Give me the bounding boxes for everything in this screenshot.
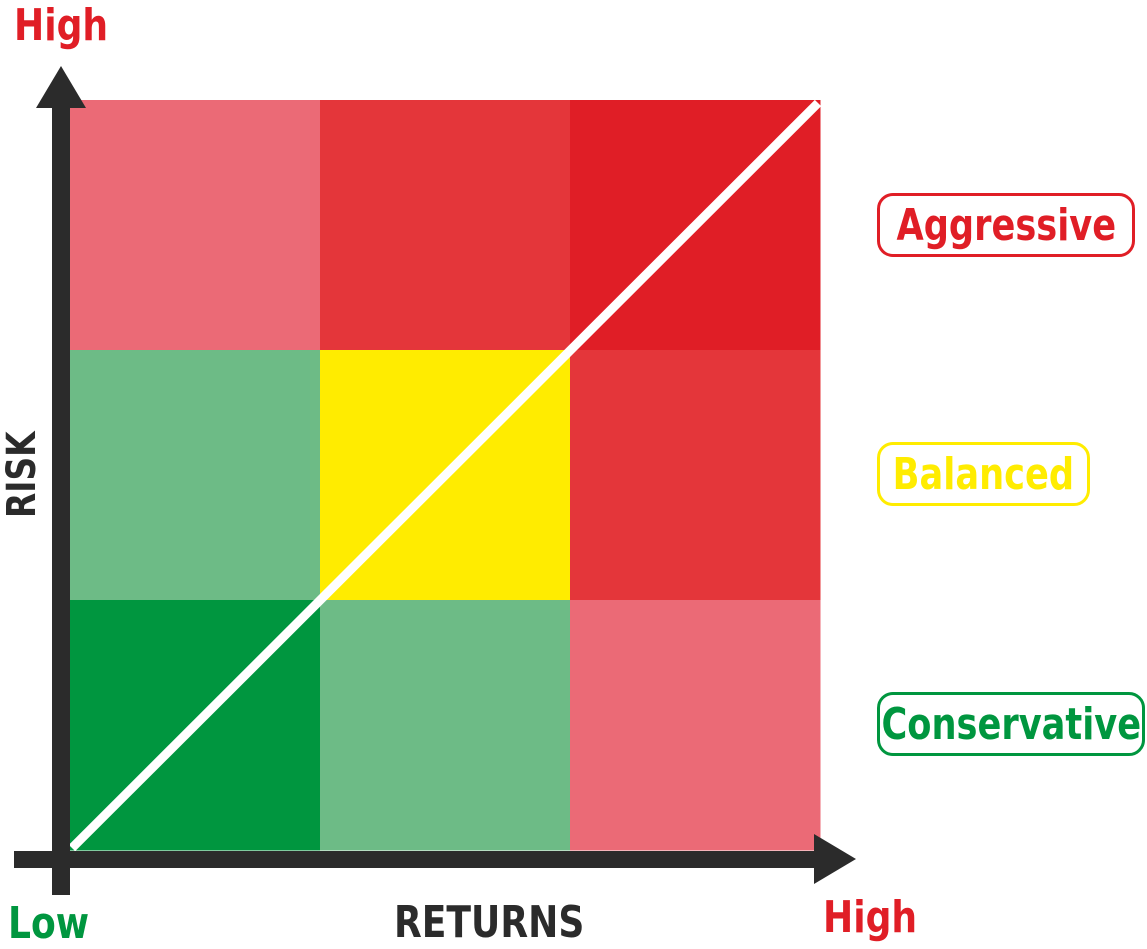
diagonal-line xyxy=(68,99,822,852)
returns-high-label: High xyxy=(823,892,918,943)
profile-aggressive-badge: Aggressive xyxy=(877,193,1135,257)
profile-balanced-label: Balanced xyxy=(892,448,1075,500)
matrix-cell-r2-c1 xyxy=(70,350,321,601)
returns-axis-title: RETURNS xyxy=(394,897,585,948)
x-axis-line xyxy=(14,851,822,868)
y-axis xyxy=(36,66,86,895)
x-axis-arrow xyxy=(814,834,856,884)
matrix-cell-r3-c3 xyxy=(570,600,821,851)
profile-conservative-label: Conservative xyxy=(881,698,1141,750)
y-axis-arrow xyxy=(36,66,86,108)
matrix-cell-r1-c2 xyxy=(320,100,571,351)
risk-high-label: High xyxy=(14,0,109,51)
matrix-cell-r2-c3 xyxy=(570,350,821,601)
profile-conservative-badge: Conservative xyxy=(877,692,1145,756)
returns-low-label: Low xyxy=(8,898,90,949)
risk-axis-title: RISK xyxy=(0,431,45,518)
x-axis xyxy=(14,834,856,884)
matrix-cell-r3-c2 xyxy=(320,600,571,851)
matrix-cell-r1-c1 xyxy=(70,100,321,351)
y-axis-line xyxy=(52,100,70,895)
profile-aggressive-label: Aggressive xyxy=(896,199,1116,251)
profile-balanced-badge: Balanced xyxy=(877,442,1090,506)
